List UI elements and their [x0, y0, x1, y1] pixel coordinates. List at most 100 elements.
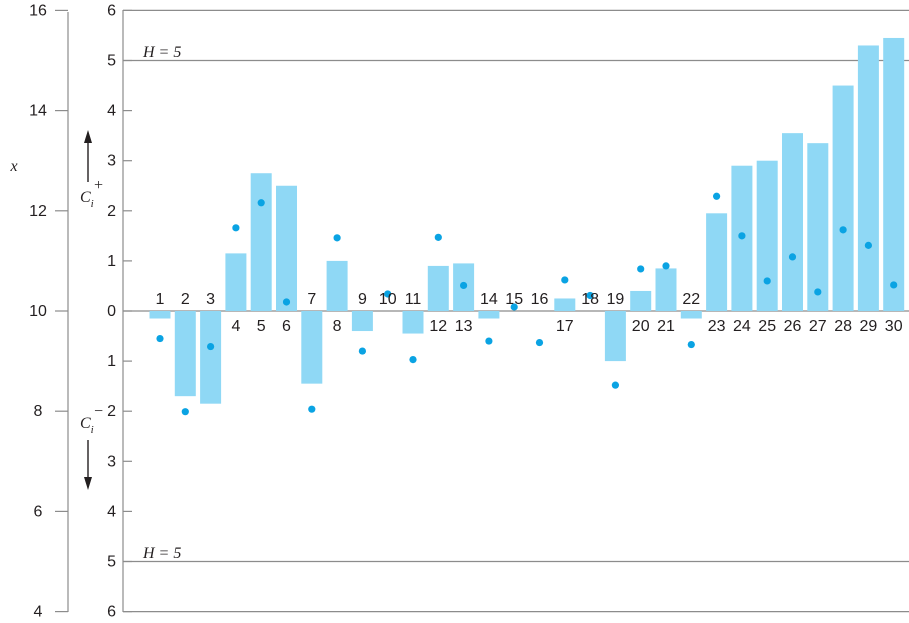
observation-point: [611, 381, 620, 389]
cusum-bars: [149, 37, 905, 404]
cusum-tick-label: 3: [107, 453, 116, 470]
upper-limit-label: H = 5: [142, 44, 181, 61]
cusum-bar: [756, 160, 778, 311]
observation-point: [156, 334, 164, 343]
cusum-bar: [680, 311, 702, 319]
up-arrow-icon: [84, 130, 92, 143]
observation-point: [282, 298, 291, 306]
sample-label: 27: [809, 318, 827, 335]
sample-label: 18: [581, 291, 599, 308]
observation-point: [890, 281, 898, 289]
left-axis-label: x: [9, 158, 17, 175]
sample-label: 20: [632, 318, 650, 335]
cusum-tick-label: 5: [107, 554, 116, 571]
lower-cusum-symbol: C: [80, 415, 91, 432]
cusum-tick-label: 6: [107, 604, 116, 621]
sample-label: 9: [358, 291, 367, 308]
sample-label: 22: [682, 291, 700, 308]
cusum-bar: [630, 290, 652, 311]
cusum-tick-label: 2: [107, 203, 116, 220]
observation-point: [535, 338, 544, 347]
observation-point: [788, 253, 797, 261]
left-tick-label: 10: [29, 303, 47, 320]
observation-point: [839, 226, 847, 234]
sample-label: 19: [607, 291, 625, 308]
cusum-tick-label: 3: [107, 153, 116, 170]
observation-point: [333, 234, 341, 242]
sample-label: 4: [231, 318, 240, 335]
sample-label: 29: [860, 318, 878, 335]
cusum-tick-label: 2: [107, 403, 116, 420]
sample-label: 14: [480, 291, 498, 308]
observation-point: [460, 281, 468, 290]
upper-cusum-label: Ci +: [80, 130, 104, 210]
observation-point: [814, 288, 822, 296]
sample-label: 12: [429, 318, 447, 335]
lower-cusum-sub: i: [91, 424, 94, 436]
cusum-bar: [276, 185, 297, 311]
sample-label: 5: [257, 318, 266, 335]
cusum-bar: [149, 311, 171, 319]
cusum-bar: [832, 85, 854, 311]
left-tick-label: 4: [34, 604, 43, 621]
observation-point: [384, 290, 392, 298]
sample-label: 23: [708, 318, 726, 335]
sample-label: 17: [556, 318, 574, 335]
left-tick-label: 8: [34, 403, 43, 420]
observation-point: [207, 342, 215, 351]
cusum-bar: [351, 311, 373, 332]
cusum-bar: [174, 311, 196, 397]
cusum-tick-label: 4: [107, 503, 116, 520]
cusum-bar: [326, 260, 348, 311]
cusum-tick-label: 5: [107, 53, 116, 70]
sample-label: 24: [733, 318, 751, 335]
sample-label: 26: [784, 318, 802, 335]
cusum-bar: [857, 45, 879, 311]
sample-label: 2: [181, 291, 190, 308]
observation-point: [485, 337, 493, 345]
cusum-tick-label: 0: [107, 303, 116, 320]
observation-points: [156, 192, 898, 416]
sample-label: 11: [405, 291, 422, 308]
cusum-tick-label: 1: [107, 253, 116, 270]
sample-label: 8: [333, 318, 342, 335]
upper-cusum-sup: +: [93, 177, 104, 194]
observation-point: [687, 340, 695, 349]
observation-point: [232, 224, 240, 232]
down-arrow-icon: [84, 477, 92, 490]
observation-point: [738, 232, 746, 240]
observation-point: [308, 405, 316, 413]
cusum-bar: [807, 143, 829, 311]
cusum-bar: [655, 268, 677, 311]
sample-label: 10: [379, 291, 397, 308]
svg-text:Ci: Ci: [80, 189, 94, 210]
cusum-bar: [554, 298, 576, 311]
observation-point: [434, 233, 442, 241]
lower-cusum-label: Ci −: [80, 403, 104, 490]
left-tick-label: 14: [29, 103, 47, 120]
svg-text:Ci: Ci: [80, 415, 94, 436]
sample-label: 6: [282, 318, 291, 335]
observation-point: [763, 277, 771, 285]
cusum-bar: [301, 311, 323, 384]
cusum-bar: [402, 311, 424, 334]
observation-point: [637, 265, 645, 273]
observation-point: [257, 199, 265, 207]
cusum-bar: [604, 311, 626, 362]
sample-label: 1: [156, 291, 165, 308]
sample-label: 13: [455, 318, 473, 335]
sample-label: 21: [657, 318, 675, 335]
sample-label: 15: [505, 291, 523, 308]
observation-point: [181, 408, 189, 416]
observation-point: [586, 291, 594, 300]
cusum-bar: [250, 173, 272, 311]
cusum-bar: [200, 311, 222, 404]
sample-label: 3: [206, 291, 215, 308]
left-tick-label: 16: [29, 2, 47, 19]
left-axis: 4 6 8 10 12 14 16 x: [9, 2, 69, 621]
observation-point: [358, 347, 366, 355]
observation-point: [409, 355, 417, 364]
left-tick-label: 6: [34, 503, 43, 520]
